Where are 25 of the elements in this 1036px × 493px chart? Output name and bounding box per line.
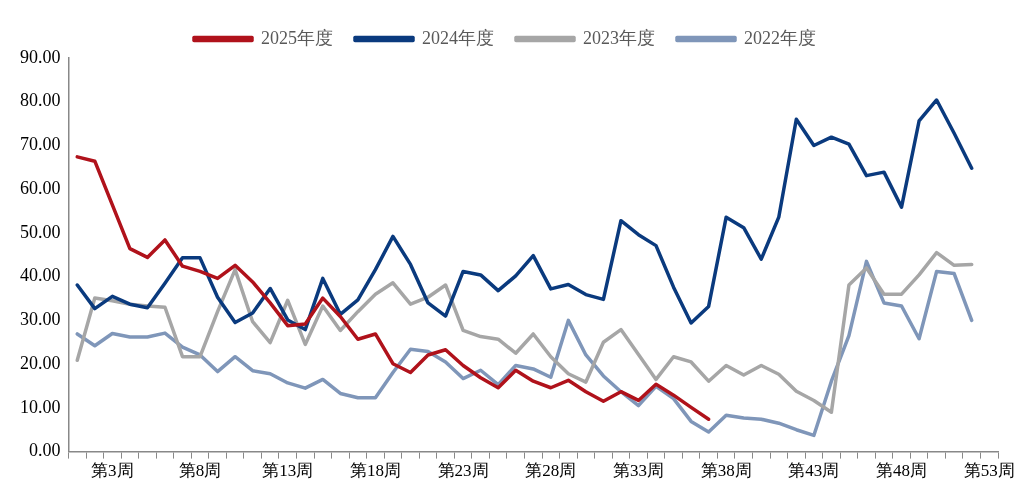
- y-tick-label: 20.00: [20, 352, 61, 373]
- x-tick-label: 第8周: [178, 461, 222, 481]
- x-tick-label: 第18周: [349, 461, 401, 481]
- y-tick-label: 10.00: [20, 396, 61, 417]
- y-tick-label: 50.00: [20, 221, 61, 242]
- y-tick-label: 80.00: [20, 90, 61, 111]
- legend-label: 2022年度: [744, 27, 816, 48]
- legend-label: 2025年度: [261, 27, 333, 48]
- x-tick-label: 第33周: [612, 461, 664, 481]
- y-tick-label: 70.00: [20, 134, 61, 155]
- legend-label: 2023年度: [583, 27, 655, 48]
- y-tick-label: 30.00: [20, 309, 61, 330]
- x-tick-label: 第3周: [91, 461, 134, 481]
- x-tick-label: 第23周: [437, 461, 489, 481]
- x-tick-label: 第38周: [700, 461, 752, 481]
- x-tick-label: 第53周: [963, 461, 1015, 481]
- x-tick-label: 第28周: [525, 461, 577, 481]
- y-tick-label: 90.00: [20, 46, 61, 67]
- x-tick-label: 第43周: [788, 461, 840, 481]
- y-tick-label: 0.00: [29, 440, 61, 461]
- x-tick-label: 第48周: [876, 461, 928, 481]
- x-tick-label: 第13周: [262, 461, 314, 481]
- y-tick-label: 40.00: [20, 265, 61, 286]
- y-tick-label: 60.00: [20, 177, 61, 198]
- legend-label: 2024年度: [422, 27, 494, 48]
